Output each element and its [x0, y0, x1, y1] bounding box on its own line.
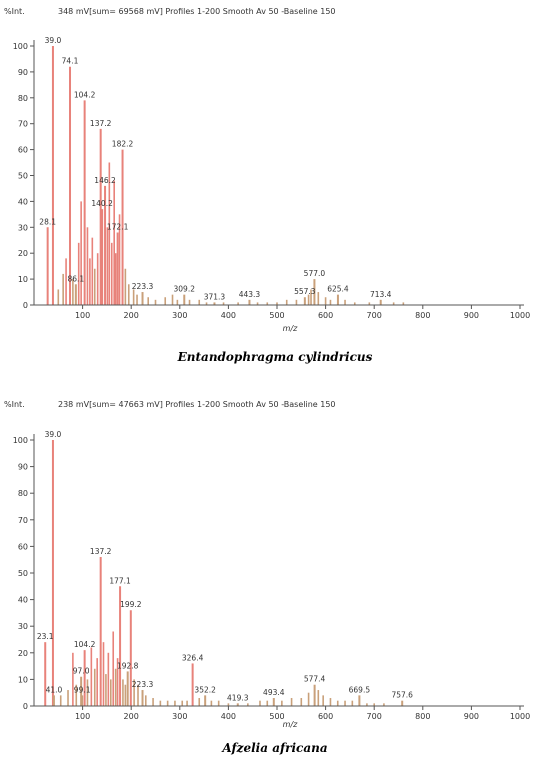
peak-label: 493.4	[263, 688, 285, 697]
y-tick-label: 0	[23, 301, 28, 310]
x-tick-label: 600	[318, 311, 333, 320]
x-tick-label: 900	[464, 311, 479, 320]
peak-label: 39.0	[45, 430, 62, 439]
x-axis-label: m/z	[283, 324, 298, 333]
peak-label: 577.4	[304, 675, 326, 684]
peak-label: 443.3	[239, 290, 261, 299]
peak-label: 28.1	[39, 217, 56, 226]
axes: 0 10 20 30 40 50 60 70 80 90 100 100 200 300 400 500 600…	[13, 434, 530, 721]
x-tick-label: 800	[415, 311, 430, 320]
peak-label: 172.1	[107, 222, 129, 231]
peak-label: 146.2	[94, 176, 116, 185]
x-tick-label: 100	[75, 712, 90, 721]
peak-label: 352.2	[194, 685, 216, 694]
peak-label: 137.2	[90, 119, 112, 128]
peak-label: 104.2	[74, 640, 96, 649]
y-tick-label: 40	[18, 197, 28, 206]
x-tick-label: 400	[221, 712, 236, 721]
sample-caption: Afzelia africana	[221, 741, 327, 755]
peak-label: 223.3	[132, 282, 154, 291]
peak-label: 137.2	[90, 547, 112, 556]
y-tick-label: 50	[18, 172, 28, 181]
y-tick-label: 90	[18, 463, 28, 472]
peak-label: 309.2	[174, 285, 196, 294]
peak-label: 97.0	[73, 667, 90, 676]
peak-label: 371.3	[204, 292, 226, 301]
acquisition-info: 348 mV[sum= 69568 mV] Profiles 1-200 Smo…	[58, 7, 336, 16]
peak-labels: 23.1 39.0 41.0 97.0 99.1 104.2 137.2 177.1 192.8…	[37, 430, 413, 702]
x-tick-label: 300	[172, 311, 187, 320]
y-tick-label: 40	[18, 596, 28, 605]
peak-label: 23.1	[37, 632, 54, 641]
peak-label: 713.4	[370, 290, 392, 299]
x-tick-label: 700	[367, 311, 382, 320]
y-unit-label: %Int.	[4, 400, 25, 409]
peak-label: 86.1	[67, 274, 84, 283]
y-tick-label: 90	[18, 68, 28, 77]
peak-label: 177.1	[109, 576, 131, 585]
y-tick-label: 80	[18, 94, 28, 103]
peak-label: 625.4	[327, 285, 349, 294]
y-tick-label: 10	[18, 275, 28, 284]
y-tick-label: 80	[18, 489, 28, 498]
x-tick-label: 600	[318, 712, 333, 721]
spectrum-panel-top: %Int. 348 mV[sum= 69568 mV] Profiles 1-2…	[4, 7, 530, 364]
y-unit-label: %Int.	[4, 7, 25, 16]
axes: 0 10 20 30 40 50 60 70 80 90 100 100 200 300 400 500 600…	[13, 40, 530, 320]
x-tick-label: 300	[172, 712, 187, 721]
peak-label: 223.3	[132, 680, 154, 689]
y-tick-label: 10	[18, 675, 28, 684]
spectrum-panel-bottom: %Int. 238 mV[sum= 47663 mV] Profiles 1-2…	[4, 400, 530, 755]
x-tick-label: 1000	[510, 712, 530, 721]
x-tick-label: 100	[75, 311, 90, 320]
peak-label: 577.0	[304, 269, 326, 278]
y-tick-label: 100	[13, 436, 28, 445]
peak-label: 757.6	[391, 691, 413, 700]
y-tick-label: 60	[18, 146, 28, 155]
y-tick-label: 60	[18, 542, 28, 551]
peak-bars	[46, 46, 405, 305]
peak-label: 39.0	[45, 36, 62, 45]
x-tick-label: 500	[269, 311, 284, 320]
x-tick-label: 1000	[510, 311, 530, 320]
peak-label: 74.1	[62, 57, 79, 66]
peak-label: 557.3	[294, 287, 316, 296]
y-tick-label: 30	[18, 622, 28, 631]
peak-labels: 28.1 39.0 74.1 86.1 104.2 137.2 140.2 146.2 172.…	[39, 36, 391, 301]
peak-label: 199.2	[120, 600, 142, 609]
peak-label: 419.3	[227, 693, 249, 702]
x-tick-label: 200	[124, 311, 139, 320]
peak-label: 326.4	[182, 653, 204, 662]
y-tick-label: 70	[18, 516, 28, 525]
x-axis-label: m/z	[283, 720, 298, 729]
x-tick-label: 900	[464, 712, 479, 721]
peak-label: 140.2	[91, 199, 113, 208]
sample-caption: Entandophragma cylindricus	[177, 350, 373, 364]
peak-label: 104.2	[74, 90, 96, 99]
acquisition-info: 238 mV[sum= 47663 mV] Profiles 1-200 Smo…	[58, 400, 336, 409]
x-tick-label: 500	[269, 712, 284, 721]
x-tick-label: 200	[124, 712, 139, 721]
peak-label: 99.1	[74, 685, 91, 694]
y-tick-label: 0	[23, 702, 28, 711]
y-tick-label: 70	[18, 120, 28, 129]
y-tick-label: 50	[18, 569, 28, 578]
peak-label: 192.8	[117, 661, 139, 670]
x-tick-label: 700	[367, 712, 382, 721]
y-tick-label: 20	[18, 649, 28, 658]
y-tick-label: 30	[18, 223, 28, 232]
peak-label: 182.2	[112, 140, 134, 149]
peak-bars	[44, 440, 404, 706]
y-tick-label: 20	[18, 249, 28, 258]
peak-label: 669.5	[349, 685, 371, 694]
y-tick-label: 100	[13, 42, 28, 51]
x-tick-label: 800	[415, 712, 430, 721]
peak-label: 41.0	[46, 685, 63, 694]
x-tick-label: 400	[221, 311, 236, 320]
